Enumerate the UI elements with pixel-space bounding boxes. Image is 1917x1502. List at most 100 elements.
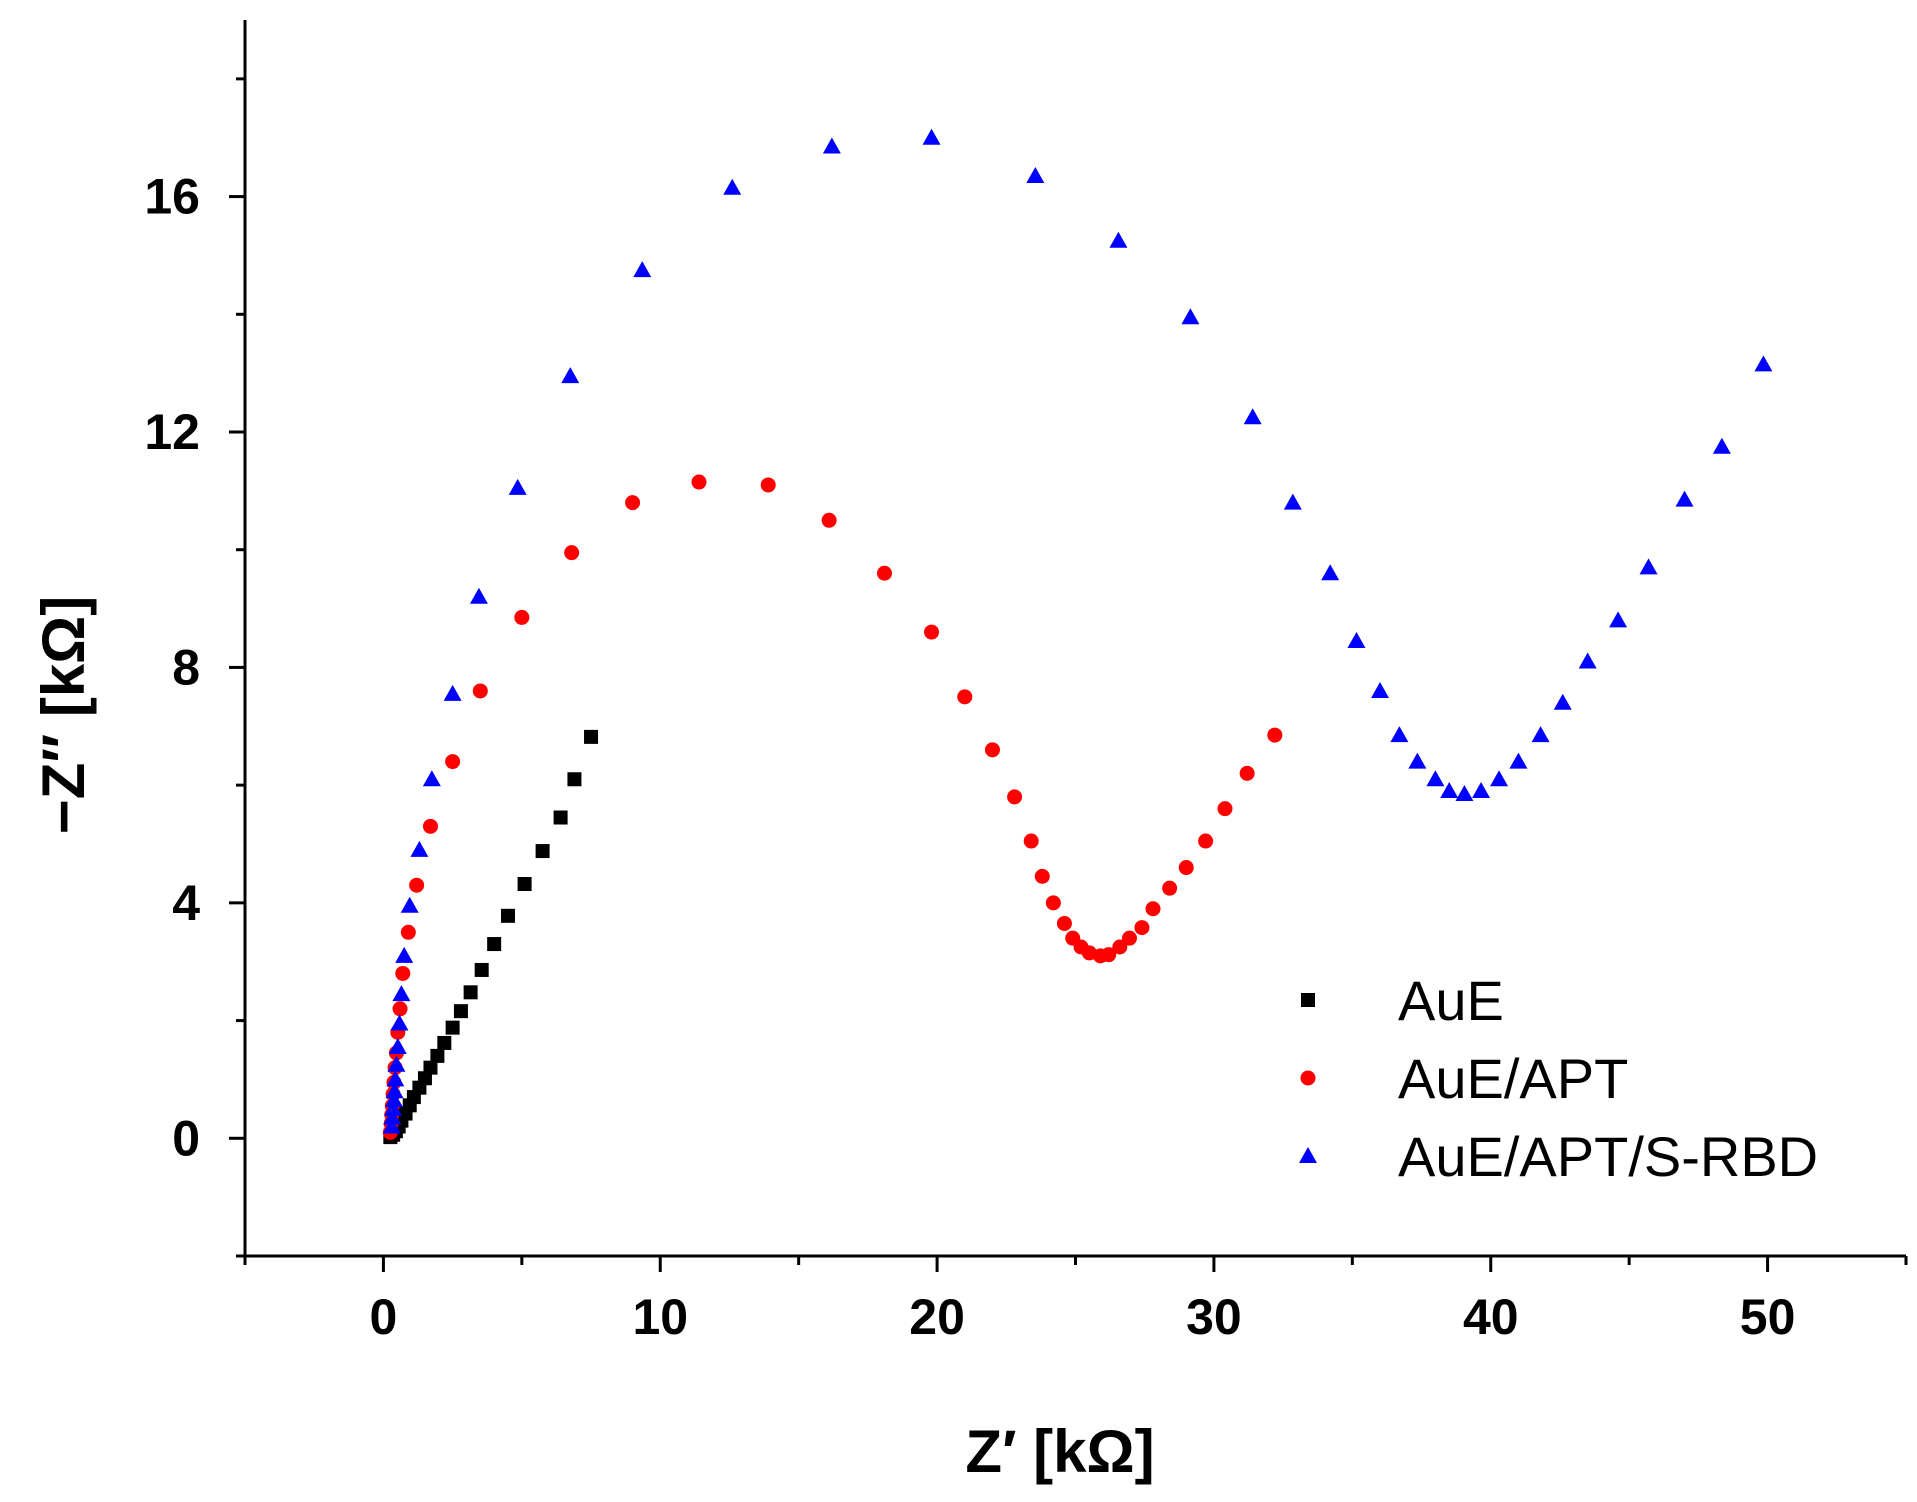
data-point (474, 962, 489, 977)
data-point (1531, 726, 1550, 743)
data-point (422, 770, 441, 787)
axes (243, 20, 1906, 1258)
legend-marker (1299, 1147, 1317, 1163)
data-point (1109, 231, 1128, 248)
y-tick-label: 8 (172, 639, 200, 695)
y-axis-title: −Z″ [kΩ] (30, 596, 97, 835)
legend-marker (1301, 993, 1315, 1007)
data-point (508, 478, 527, 495)
legend: AuE AuE/APT AuE/APT/S-RBD (1299, 969, 1818, 1188)
x-axis-title: Z′ [kΩ] (965, 1418, 1154, 1485)
data-point (1243, 408, 1262, 425)
data-point (1390, 726, 1409, 743)
data-point (1675, 490, 1694, 507)
data-point (1112, 939, 1128, 955)
data-point (384, 1099, 403, 1116)
ticks (229, 77, 1908, 1272)
data-point (584, 729, 599, 744)
data-point (564, 545, 580, 561)
data-point (1553, 693, 1572, 710)
data-point (514, 609, 530, 625)
data-point (445, 754, 461, 770)
data-point (553, 810, 568, 825)
series-aue-apt-s-rbd (382, 128, 1773, 1134)
data-point (469, 587, 488, 604)
data-point (924, 624, 940, 640)
data-point (1023, 833, 1039, 849)
data-point (395, 965, 411, 981)
data-point (463, 985, 478, 1000)
data-point (1217, 801, 1233, 817)
data-point (1134, 920, 1150, 936)
data-point (876, 565, 892, 581)
data-point (1145, 901, 1161, 917)
data-point (392, 1001, 408, 1017)
data-point (633, 261, 652, 278)
data-point (922, 128, 941, 145)
data-point (1056, 915, 1072, 931)
data-point (392, 985, 411, 1002)
data-point (1034, 868, 1050, 884)
data-point (517, 877, 532, 892)
data-point (984, 742, 1000, 758)
x-tick-label: 20 (909, 1289, 965, 1345)
y-tick-label: 12 (144, 404, 200, 460)
data-point (1321, 564, 1340, 581)
data-point (1283, 493, 1302, 510)
data-point (384, 1091, 403, 1108)
x-tick-label: 50 (1740, 1289, 1796, 1345)
data-point (1639, 558, 1658, 575)
tick-labels: 0 10 20 30 40 50 0 4 8 12 16 (144, 169, 1795, 1345)
data-point (386, 1070, 405, 1087)
data-point (445, 1020, 460, 1035)
data-markers (382, 128, 1773, 1145)
legend-label: AuE (1398, 969, 1504, 1032)
data-point (387, 1055, 406, 1072)
data-point (1267, 727, 1283, 743)
data-point (1121, 930, 1137, 946)
y-tick-label: 16 (144, 169, 200, 225)
data-point (422, 818, 438, 834)
data-point (487, 937, 502, 952)
data-point (390, 1014, 409, 1031)
data-point (1239, 765, 1255, 781)
data-point (1426, 770, 1445, 787)
data-point (1509, 752, 1528, 769)
data-point (1754, 355, 1773, 372)
x-tick-label: 0 (370, 1289, 398, 1345)
data-point (400, 896, 419, 913)
data-point (957, 689, 973, 705)
data-point (625, 495, 641, 511)
data-point (535, 844, 550, 859)
data-point (453, 1004, 468, 1019)
data-point (1198, 833, 1214, 849)
data-point (500, 908, 515, 923)
data-point (1026, 166, 1045, 183)
data-point (1178, 860, 1194, 876)
data-point (822, 137, 841, 154)
series-aue (383, 729, 599, 1145)
x-tick-label: 40 (1463, 1289, 1519, 1345)
data-point (1007, 789, 1023, 805)
data-point (1712, 437, 1731, 454)
legend-label: AuE/APT (1398, 1047, 1628, 1110)
y-tick-label: 0 (172, 1110, 200, 1166)
data-point (382, 1117, 401, 1134)
data-point (1490, 770, 1509, 787)
data-point (385, 1082, 404, 1099)
data-point (567, 772, 582, 787)
data-point (561, 367, 580, 384)
data-point (443, 684, 462, 701)
data-point (691, 474, 707, 490)
data-point (1472, 782, 1491, 799)
data-point (430, 1048, 445, 1063)
data-point (409, 877, 425, 893)
data-point (1347, 631, 1366, 648)
data-point (1371, 681, 1390, 698)
data-point (1045, 895, 1061, 911)
data-point (1408, 752, 1427, 769)
data-point (760, 477, 776, 493)
data-point (1101, 947, 1117, 963)
data-point (1455, 784, 1474, 801)
